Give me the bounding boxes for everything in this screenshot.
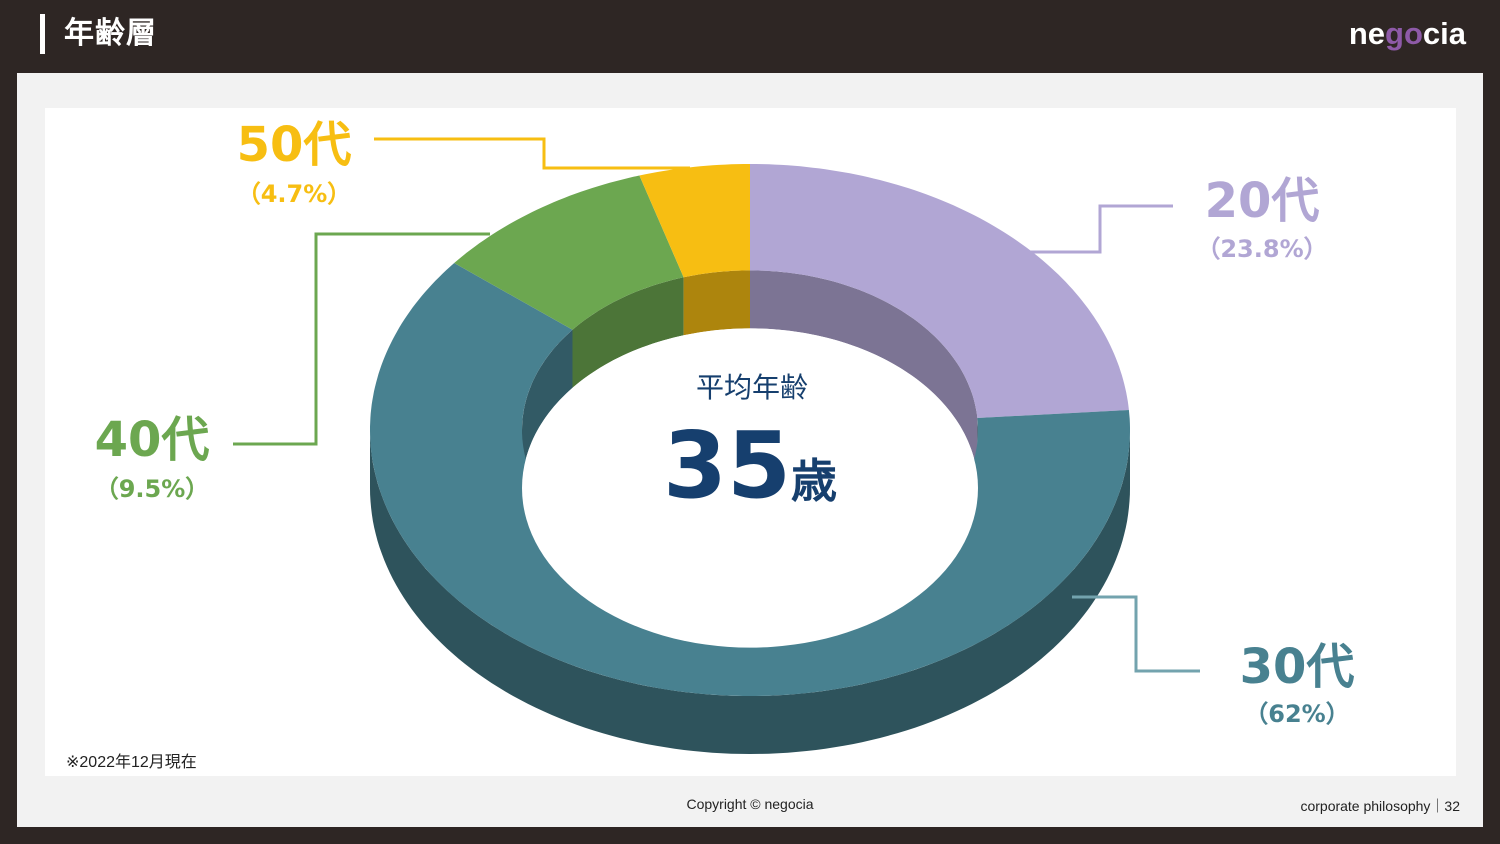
leader-line-40s xyxy=(233,232,490,446)
donut-slice-40s xyxy=(454,175,684,330)
donut-slice-30s xyxy=(370,263,1130,696)
inner-wall-50s-1 xyxy=(683,270,750,336)
logo-text-post: cia xyxy=(1422,16,1466,51)
center-unit: 歳 xyxy=(791,454,837,508)
inner-wall-20s-0 xyxy=(750,270,978,476)
donut-slice-20s xyxy=(750,164,1129,418)
negocia-logo: negocia xyxy=(1349,14,1466,54)
center-label: 平均年齢 xyxy=(696,371,808,404)
inner-wall-40s-1 xyxy=(572,277,684,388)
donut-outer-side xyxy=(370,430,1130,754)
label-50s: 50代 xyxy=(237,117,352,173)
outer-side-30s xyxy=(370,430,1130,754)
value-label-30s: （62%） xyxy=(1244,700,1349,728)
date-note: ※2022年12月現在 xyxy=(66,754,197,771)
inner-wall-30s-1 xyxy=(522,329,573,488)
footer-page-info: corporate philosophy｜32 xyxy=(1300,798,1460,814)
slide-header: 年齢層 negocia xyxy=(0,0,1500,72)
leader-line-20s xyxy=(1030,204,1173,254)
label-20s: 20代 xyxy=(1205,173,1320,229)
footer-copyright: Copyright © negocia xyxy=(686,796,814,812)
leader-line-50s xyxy=(374,137,690,170)
logo-text-pre: ne xyxy=(1348,16,1386,51)
center-value-group: 35歳 xyxy=(663,412,837,519)
logo-text-accent: go xyxy=(1385,16,1423,51)
value-label-40s: （9.5%） xyxy=(95,475,210,503)
donut-top-slices xyxy=(370,164,1130,696)
donut-hole xyxy=(522,328,978,648)
label-30s: 30代 xyxy=(1240,639,1355,695)
label-40s: 40代 xyxy=(95,412,210,468)
title-accent-bar xyxy=(40,14,45,54)
value-label-20s: （23.8%） xyxy=(1196,235,1327,263)
center-value: 35 xyxy=(663,412,791,519)
donut-slice-50s xyxy=(639,164,750,278)
value-label-50s: （4.7%） xyxy=(237,180,352,208)
leader-line-30s xyxy=(1072,595,1200,673)
page-title: 年齢層 xyxy=(64,17,157,50)
donut-inner-wall xyxy=(522,270,978,488)
